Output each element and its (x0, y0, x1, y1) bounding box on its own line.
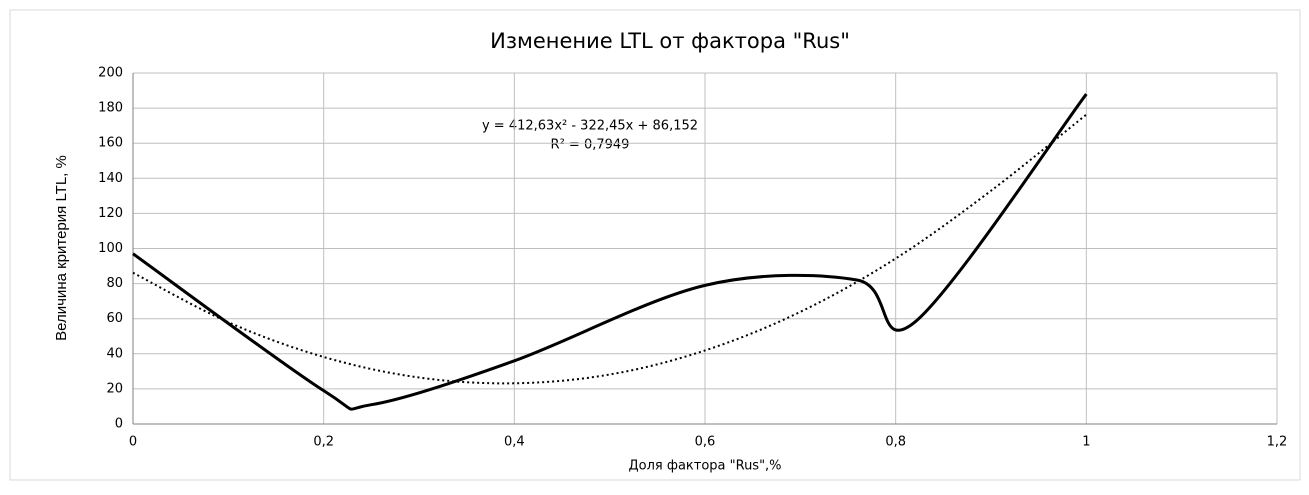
chart-title: Изменение LTL от фактора "Rus" (490, 29, 850, 53)
y-tick-label: 100 (98, 241, 123, 256)
y-tick-label: 140 (98, 171, 123, 186)
y-axis-label: Величина критерия LTL, % (53, 155, 70, 341)
x-axis-label: Доля фактора "Rus",% (628, 459, 781, 474)
chart-border (9, 9, 1301, 481)
x-tick-label: 0,6 (695, 435, 716, 450)
x-tick-label: 0,4 (504, 435, 525, 450)
series-line (132, 93, 1088, 411)
y-tick-label: 180 (98, 101, 123, 116)
y-tick-label: 60 (106, 311, 123, 326)
y-tick-label: 200 (98, 66, 123, 81)
x-tick-label: 1,2 (1267, 435, 1288, 450)
x-tick-label: 0,2 (313, 435, 334, 450)
y-tick-label: 120 (98, 206, 123, 221)
r-squared: R² = 0,7949 (551, 138, 630, 153)
x-tick-label: 0,8 (885, 435, 906, 450)
y-tick-label: 80 (106, 276, 123, 291)
y-tick-label: 40 (106, 346, 123, 361)
y-tick-label: 160 (98, 136, 123, 151)
y-tick-label: 20 (106, 381, 123, 396)
x-tick-label: 1 (1082, 435, 1090, 450)
y-tick-label: 0 (115, 417, 123, 432)
equation: y = 412,63x² - 322,45x + 86,152 (482, 119, 698, 134)
x-tick-label: 0 (129, 435, 137, 450)
